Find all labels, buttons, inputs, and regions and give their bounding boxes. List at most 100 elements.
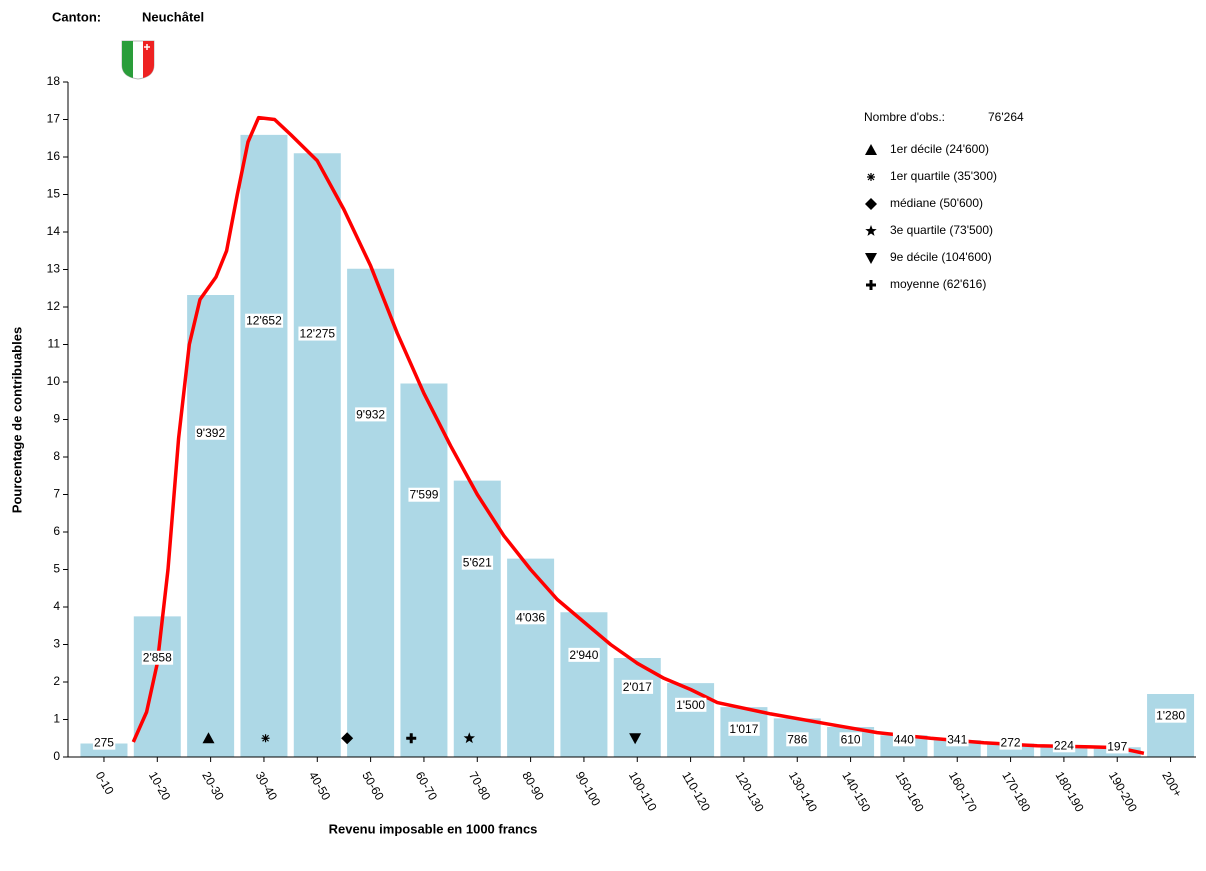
- count-label-box: [408, 487, 440, 502]
- count-label: 197: [1107, 739, 1127, 753]
- y-tick-label: 5: [53, 562, 60, 576]
- y-tick-label: 17: [47, 112, 61, 126]
- count-label-box: [728, 721, 760, 736]
- count-label-box: [461, 555, 494, 570]
- x-tick-label: 130-140: [786, 769, 820, 814]
- bar: [133, 616, 181, 757]
- bar: [1147, 694, 1195, 757]
- obs-label: Nombre d'obs.:: [864, 110, 945, 124]
- stat-marker: [261, 734, 270, 743]
- count-label: 5'621: [463, 556, 492, 570]
- legend-symbol: [865, 225, 877, 236]
- y-tick-label: 14: [47, 224, 61, 238]
- count-label-box: [515, 610, 547, 625]
- count-label: 12'275: [299, 327, 335, 341]
- x-tick-label: 90-100: [573, 769, 604, 809]
- flag: [121, 40, 155, 80]
- count-label: 2'940: [569, 648, 598, 662]
- header-label: Canton:: [52, 9, 101, 24]
- count-label-box: [92, 735, 116, 750]
- count-label: 786: [787, 732, 807, 746]
- legend-label: 3e quartile (73'500): [890, 223, 993, 237]
- count-label-box: [999, 735, 1022, 750]
- legend-symbol: [867, 173, 875, 181]
- count-label: 7'599: [409, 488, 438, 502]
- x-tick-label: 170-180: [999, 769, 1033, 814]
- obs-value: 76'264: [988, 110, 1024, 124]
- x-tick-label: 10-20: [146, 769, 174, 803]
- count-label: 1'500: [676, 698, 705, 712]
- bar: [187, 295, 235, 757]
- bar: [933, 740, 981, 757]
- x-tick-label: 80-90: [519, 769, 547, 803]
- x-tick-label: 140-150: [839, 769, 873, 814]
- y-tick-label: 16: [47, 149, 61, 163]
- count-label: 12'652: [246, 314, 282, 328]
- count-label-box: [568, 647, 600, 662]
- count-label-box: [355, 407, 387, 422]
- count-label: 275: [94, 736, 114, 750]
- x-tick-label: 160-170: [946, 769, 980, 814]
- x-tick-label: 60-70: [413, 769, 441, 803]
- x-tick-label: 100-110: [626, 769, 660, 814]
- density-curve: [131, 115, 1145, 756]
- count-label-box: [1155, 708, 1187, 723]
- x-tick-label: 120-130: [733, 769, 767, 814]
- x-tick-label: 50-60: [359, 769, 387, 803]
- y-tick-label: 4: [53, 599, 60, 613]
- x-tick-label: 20-30: [199, 769, 227, 803]
- x-tick-label: 70-80: [466, 769, 494, 803]
- count-label-box: [675, 697, 707, 712]
- count-label: 9'932: [356, 407, 385, 421]
- count-label: 2'017: [623, 680, 652, 694]
- bar: [987, 743, 1035, 757]
- x-tick-label: 30-40: [253, 769, 281, 803]
- count-label: 341: [947, 732, 967, 746]
- y-tick-label: 2: [53, 674, 60, 688]
- count-label: 2'858: [143, 651, 172, 665]
- count-label-box: [1052, 738, 1076, 753]
- legend-symbol: [865, 144, 877, 155]
- bar: [240, 134, 288, 757]
- x-tick-label: 0-10: [93, 769, 117, 797]
- x-tick-label: 110-120: [679, 769, 713, 814]
- bar: [613, 658, 661, 757]
- count-label-box: [892, 732, 916, 747]
- y-tick-label: 8: [53, 449, 60, 463]
- stat-marker: [463, 732, 475, 744]
- bar: [347, 268, 395, 757]
- bar: [293, 153, 341, 757]
- y-tick-label: 9: [53, 412, 60, 426]
- y-tick-label: 1: [53, 712, 60, 726]
- legend-symbol: [866, 280, 876, 290]
- count-label: 224: [1054, 738, 1074, 752]
- y-tick-label: 6: [53, 524, 60, 538]
- count-label-box: [946, 732, 969, 747]
- bar: [507, 558, 555, 757]
- count-label: 440: [894, 732, 914, 746]
- legend-label: médiane (50'600): [890, 196, 983, 210]
- y-tick-label: 15: [47, 187, 61, 201]
- count-label-box: [298, 326, 337, 341]
- legend-label: moyenne (62'616): [890, 277, 986, 291]
- count-label: 610: [841, 732, 861, 746]
- count-label-box: [839, 732, 862, 747]
- count-label-box: [141, 650, 174, 665]
- bar: [80, 743, 128, 757]
- legend-symbol: [865, 253, 877, 264]
- y-tick-label: 18: [47, 74, 61, 88]
- count-label: 4'036: [516, 610, 545, 624]
- y-tick-label: 10: [47, 374, 61, 388]
- bar: [667, 683, 715, 757]
- count-label-box: [195, 425, 227, 440]
- legend-label: 9e décile (104'600): [890, 250, 992, 264]
- count-label: 9'392: [196, 426, 225, 440]
- y-tick-label: 0: [53, 749, 60, 763]
- x-axis-title: Revenu imposable en 1000 francs: [329, 821, 538, 836]
- x-tick-label: 190-200: [1106, 769, 1140, 814]
- stat-marker: [629, 733, 642, 745]
- x-tick-label: 150-160: [893, 769, 927, 814]
- x-tick-label: 40-50: [306, 769, 334, 803]
- count-label-box: [1106, 739, 1129, 754]
- stat-marker: [341, 732, 354, 745]
